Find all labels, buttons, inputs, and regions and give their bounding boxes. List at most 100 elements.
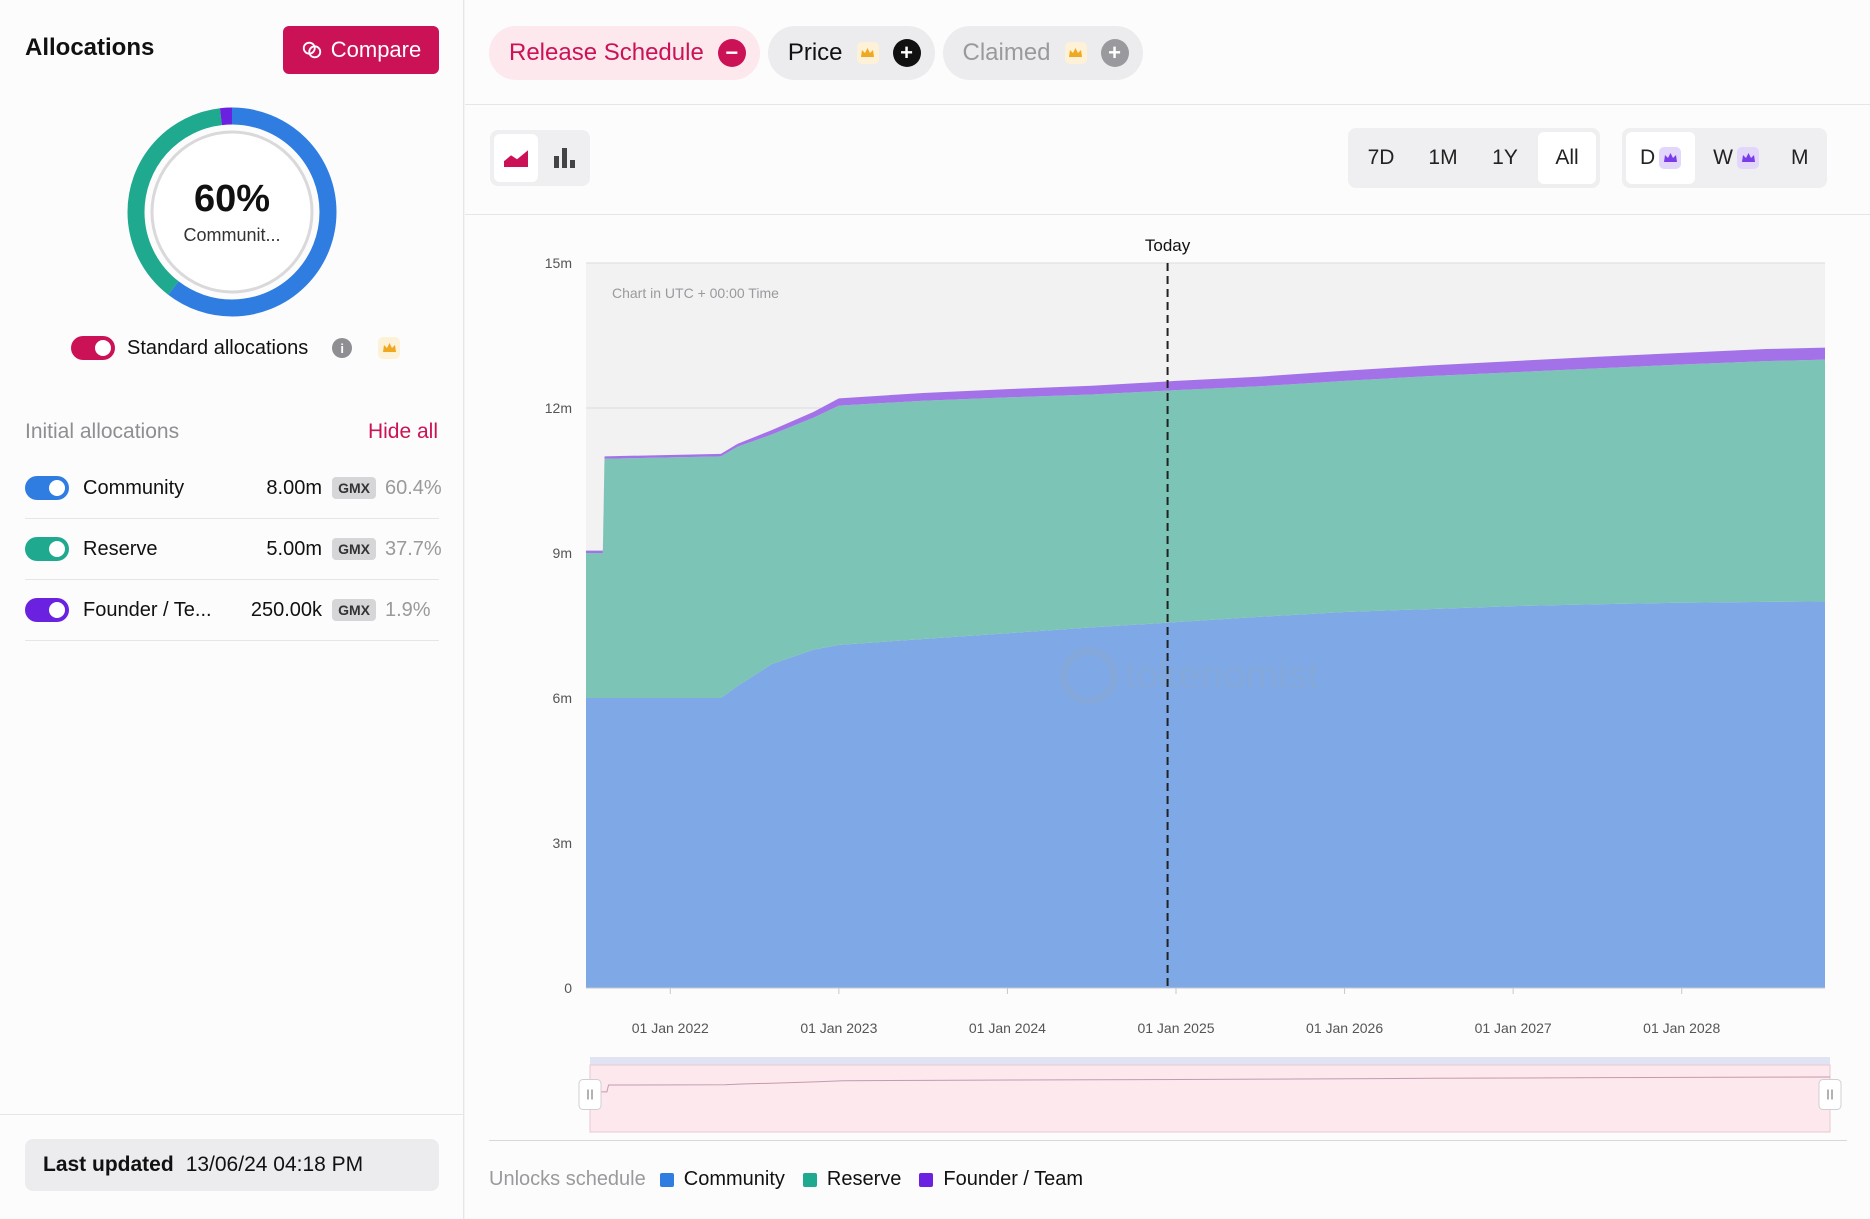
divider (465, 214, 1870, 215)
granularity-day[interactable]: D (1626, 132, 1696, 184)
chip-label: Price (787, 39, 843, 66)
token-badge: GMX (332, 599, 376, 621)
last-updated-label: Last updated (43, 1153, 174, 1176)
minus-icon[interactable]: − (717, 39, 746, 67)
navigator-window (589, 1064, 1831, 1133)
legend-item-reserve[interactable]: Reserve (802, 1168, 902, 1191)
x-tick-label: 01 Jan 2024 (969, 1020, 1046, 1036)
range-1y[interactable]: 1Y (1492, 146, 1518, 169)
time-range-group: 7D 1M 1Y All (1348, 128, 1600, 188)
legend-swatch (802, 1172, 817, 1187)
x-tick-label: 01 Jan 2027 (1475, 1020, 1552, 1036)
bar-chart-button[interactable] (542, 134, 586, 182)
range-7d[interactable]: 7D (1367, 146, 1395, 169)
donut-label: Communit... (183, 225, 281, 245)
metric-chips: Release Schedule − Price + Claimed + (489, 26, 1143, 80)
granularity-month[interactable]: M (1777, 132, 1823, 184)
granularity-group: D W M (1622, 128, 1827, 188)
chart-legend: Unlocks schedule Community Reserve Found… (489, 1168, 1091, 1191)
divider (465, 104, 1870, 105)
donut-inner (150, 130, 314, 294)
divider (489, 1140, 1847, 1141)
allocation-row-founder: Founder / Te... 250.00k GMX 1.9% (25, 580, 439, 641)
area-founder-team (586, 347, 1825, 553)
legend-label: Community (683, 1168, 785, 1190)
link-icon (302, 41, 321, 59)
allocation-row-reserve: Reserve 5.00m GMX 37.7% (25, 519, 442, 580)
granularity-label: D (1640, 146, 1656, 169)
standard-allocations-label: Standard allocations (127, 336, 309, 359)
allocation-amount: 5.00m (266, 537, 322, 560)
x-tick-label: 01 Jan 2023 (800, 1020, 877, 1036)
y-tick-label: 12m (545, 400, 572, 416)
initial-allocations-label: Initial allocations (25, 420, 180, 443)
donut-center: 60% Communit... (124, 104, 340, 320)
token-badge: GMX (332, 477, 376, 499)
area-community (586, 601, 1825, 988)
standard-allocations-row: Standard allocations i (71, 336, 401, 360)
y-tick-label: 0 (564, 980, 572, 996)
legend-item-community[interactable]: Community (659, 1168, 785, 1191)
compare-button[interactable]: Compare (283, 26, 439, 74)
chip-price[interactable]: Price + (767, 26, 935, 80)
chip-claimed[interactable]: Claimed + (942, 26, 1143, 80)
chart-panel: Release Schedule − Price + Claimed + (465, 0, 1870, 1219)
chip-label: Release Schedule (509, 39, 704, 66)
standard-allocations-toggle[interactable] (71, 336, 115, 360)
allocation-percent: 1.9% (385, 598, 431, 621)
compare-label: Compare (330, 37, 422, 62)
community-toggle[interactable] (25, 476, 69, 500)
donut-percent: 60% (193, 178, 271, 220)
range-1m[interactable]: 1M (1428, 146, 1458, 169)
plus-icon[interactable]: + (892, 39, 921, 67)
donut-founder-ring (127, 107, 337, 317)
allocation-donut[interactable]: 60% Communit... (124, 104, 340, 320)
granularity-week[interactable]: W (1699, 132, 1773, 184)
navigator-scrollbar (590, 1057, 1830, 1067)
last-updated: Last updated 13/06/24 04:18 PM (25, 1139, 439, 1191)
today-label: Today (1145, 236, 1191, 255)
legend-swatch (919, 1172, 934, 1187)
allocation-name: Reserve (83, 537, 158, 560)
chip-release-schedule[interactable]: Release Schedule − (489, 26, 760, 80)
chip-label: Claimed (962, 39, 1051, 66)
y-tick-label: 15m (545, 255, 572, 271)
area-chart-button[interactable] (494, 134, 538, 182)
hide-all-link[interactable]: Hide all (367, 420, 438, 443)
granularity-label: M (1791, 146, 1809, 169)
info-icon[interactable]: i (332, 338, 353, 358)
x-tick-label: 01 Jan 2028 (1643, 1020, 1720, 1036)
allocation-amount: 250.00k (250, 598, 322, 621)
watermark-logo (1060, 647, 1118, 705)
crown-icon (378, 337, 401, 359)
allocation-amount: 8.00m (266, 476, 322, 499)
range-all[interactable]: All (1538, 132, 1596, 184)
divider (0, 1114, 464, 1115)
allocation-percent: 60.4% (385, 476, 442, 499)
area-chart-icon (503, 148, 529, 167)
allocation-row-community: Community 8.00m GMX 60.4% (25, 458, 442, 519)
allocation-name: Community (83, 476, 185, 499)
y-tick-label: 9m (553, 545, 572, 561)
x-tick-label: 01 Jan 2026 (1306, 1020, 1383, 1036)
legend-item-founder[interactable]: Founder / Team (919, 1168, 1083, 1191)
y-tick-label: 3m (553, 835, 572, 851)
allocation-name: Founder / Te... (83, 598, 212, 621)
donut-reserve-ring (127, 107, 337, 317)
legend-label: Reserve (826, 1168, 902, 1190)
navigator-handle-right[interactable] (1818, 1079, 1842, 1110)
crown-icon (1064, 42, 1087, 64)
plus-icon[interactable]: + (1100, 39, 1129, 67)
crown-icon (1737, 147, 1759, 169)
founder-toggle[interactable] (25, 598, 69, 622)
donut-svg (127, 107, 337, 317)
release-schedule-chart[interactable]: Chart in UTC + 00:00 Time tokenomist Tod… (465, 225, 1870, 1135)
chart-type-group (490, 130, 590, 186)
navigator-series (590, 1076, 1831, 1093)
navigator-handle-left[interactable] (578, 1079, 602, 1110)
legend-swatch (659, 1172, 674, 1187)
granularity-label: W (1713, 146, 1733, 169)
allocation-list: Community 8.00m GMX 60.4% Reserve 5.00m … (25, 458, 442, 641)
reserve-toggle[interactable] (25, 537, 69, 561)
allocations-title: Allocations (25, 34, 155, 61)
